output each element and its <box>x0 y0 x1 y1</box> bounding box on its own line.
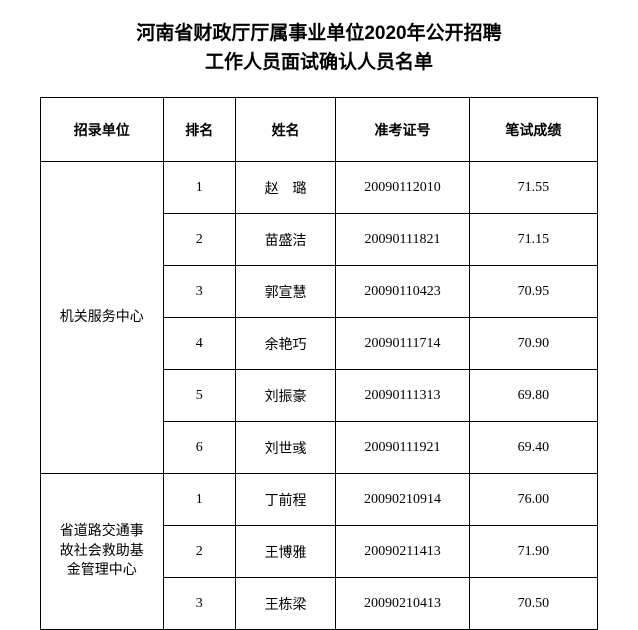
cell-rank: 1 <box>163 474 235 526</box>
cell-score: 76.00 <box>469 474 597 526</box>
unit-line: 故社会救助基 <box>41 542 163 562</box>
cell-ticket: 20090111921 <box>336 422 470 474</box>
cell-rank: 2 <box>163 214 235 266</box>
unit-line: 金管理中心 <box>41 561 163 581</box>
cell-rank: 6 <box>163 422 235 474</box>
cell-score: 71.90 <box>469 526 597 578</box>
unit-cell: 省道路交通事 故社会救助基 金管理中心 <box>41 474 164 630</box>
cell-name: 刘世彧 <box>235 422 335 474</box>
table-row: 机关服务中心 1 赵 璐 20090112010 71.55 <box>41 162 598 214</box>
cell-name: 刘振豪 <box>235 370 335 422</box>
title-line-1: 河南省财政厅厅属事业单位2020年公开招聘 <box>40 20 598 49</box>
cell-name: 苗盛洁 <box>235 214 335 266</box>
cell-rank: 3 <box>163 578 235 630</box>
cell-ticket: 20090210914 <box>336 474 470 526</box>
cell-rank: 1 <box>163 162 235 214</box>
cell-name: 丁前程 <box>235 474 335 526</box>
header-unit: 招录单位 <box>41 98 164 162</box>
cell-name: 郭宣慧 <box>235 266 335 318</box>
cell-ticket: 20090112010 <box>336 162 470 214</box>
unit-line: 省道路交通事 <box>41 522 163 542</box>
roster-table: 招录单位 排名 姓名 准考证号 笔试成绩 机关服务中心 1 赵 璐 200901… <box>40 97 598 630</box>
cell-ticket: 20090111821 <box>336 214 470 266</box>
page-title: 河南省财政厅厅属事业单位2020年公开招聘 工作人员面试确认人员名单 <box>40 20 598 77</box>
header-rank: 排名 <box>163 98 235 162</box>
cell-name: 余艳巧 <box>235 318 335 370</box>
cell-rank: 2 <box>163 526 235 578</box>
title-line-2: 工作人员面试确认人员名单 <box>40 49 598 78</box>
cell-name: 王博雅 <box>235 526 335 578</box>
header-name: 姓名 <box>235 98 335 162</box>
cell-rank: 5 <box>163 370 235 422</box>
table-header-row: 招录单位 排名 姓名 准考证号 笔试成绩 <box>41 98 598 162</box>
cell-ticket: 20090210413 <box>336 578 470 630</box>
cell-score: 69.80 <box>469 370 597 422</box>
cell-rank: 3 <box>163 266 235 318</box>
cell-ticket: 20090111313 <box>336 370 470 422</box>
cell-score: 71.55 <box>469 162 597 214</box>
header-ticket: 准考证号 <box>336 98 470 162</box>
cell-score: 70.95 <box>469 266 597 318</box>
cell-ticket: 20090110423 <box>336 266 470 318</box>
cell-score: 70.50 <box>469 578 597 630</box>
cell-name: 王栋梁 <box>235 578 335 630</box>
cell-score: 70.90 <box>469 318 597 370</box>
cell-rank: 4 <box>163 318 235 370</box>
cell-ticket: 20090111714 <box>336 318 470 370</box>
cell-ticket: 20090211413 <box>336 526 470 578</box>
table-row: 省道路交通事 故社会救助基 金管理中心 1 丁前程 20090210914 76… <box>41 474 598 526</box>
cell-score: 71.15 <box>469 214 597 266</box>
cell-name: 赵 璐 <box>235 162 335 214</box>
header-score: 笔试成绩 <box>469 98 597 162</box>
cell-score: 69.40 <box>469 422 597 474</box>
unit-cell: 机关服务中心 <box>41 162 164 474</box>
